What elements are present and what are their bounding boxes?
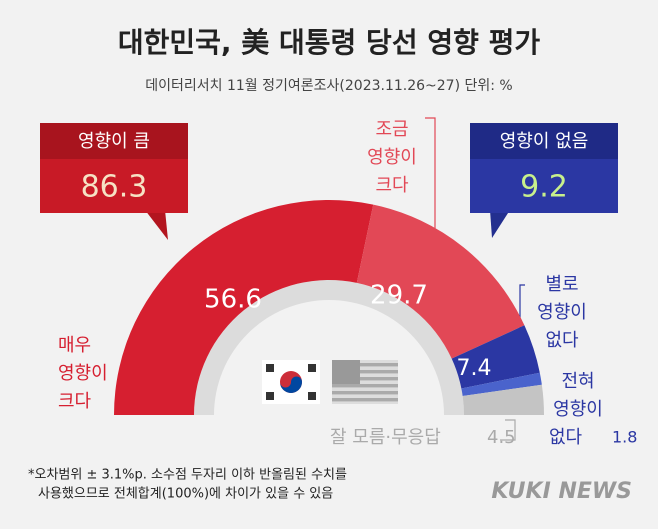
leader-line (425, 117, 436, 235)
source: KUKI NEWS (491, 479, 632, 504)
donut-segment (451, 325, 540, 389)
summary-value: 9.2 (520, 170, 568, 205)
chart-subtitle: 데이터리서치 11월 정기여론조사(2023.11.26~27) 단위: % (145, 78, 512, 94)
donut-segment (356, 204, 525, 359)
data-label: 29.7 (370, 281, 428, 311)
data-label: 1.8 (612, 428, 637, 447)
category-label: 조금 (375, 119, 408, 140)
donut-segment (461, 372, 542, 396)
category-label: 잘 모름·무응답 (330, 427, 441, 448)
us-flag (332, 360, 398, 404)
summary-value: 86.3 (81, 170, 148, 205)
data-label: 4.5 (487, 427, 516, 448)
footnote: 사용했으므로 전체합계(100%)에 차이가 있을 수 있음 (38, 486, 333, 502)
footnote: *오차범위 ± 3.1%p. 소수점 두자리 이하 반올림된 수치를 (28, 468, 347, 483)
category-label: 없다 (549, 427, 583, 448)
donut-segment (462, 384, 544, 415)
data-label: 56.6 (204, 285, 262, 315)
category-label: 크다 (375, 175, 409, 196)
summary-box-left (40, 123, 188, 240)
inner-ring (194, 280, 464, 415)
category-label: 영향이 (537, 302, 587, 323)
category-label: 별로 (545, 274, 578, 295)
category-label: 매우 (58, 335, 91, 356)
donut-segment (114, 200, 374, 415)
category-label: 전혀 (561, 371, 594, 392)
chart-title: 대한민국, 美 대통령 당선 영향 평가 (118, 26, 540, 59)
category-label: 크다 (58, 391, 92, 412)
data-label: 7.4 (457, 356, 492, 381)
category-label: 영향이 (367, 147, 417, 168)
category-label: 영향이 (58, 363, 108, 384)
category-label: 없다 (545, 330, 579, 351)
summary-label: 영향이 큼 (78, 131, 150, 152)
summary-label: 영향이 없음 (500, 131, 589, 152)
leader-line (500, 419, 516, 441)
category-label: 영향이 (553, 399, 603, 420)
summary-box-right (470, 123, 618, 238)
korea-flag (262, 360, 320, 404)
